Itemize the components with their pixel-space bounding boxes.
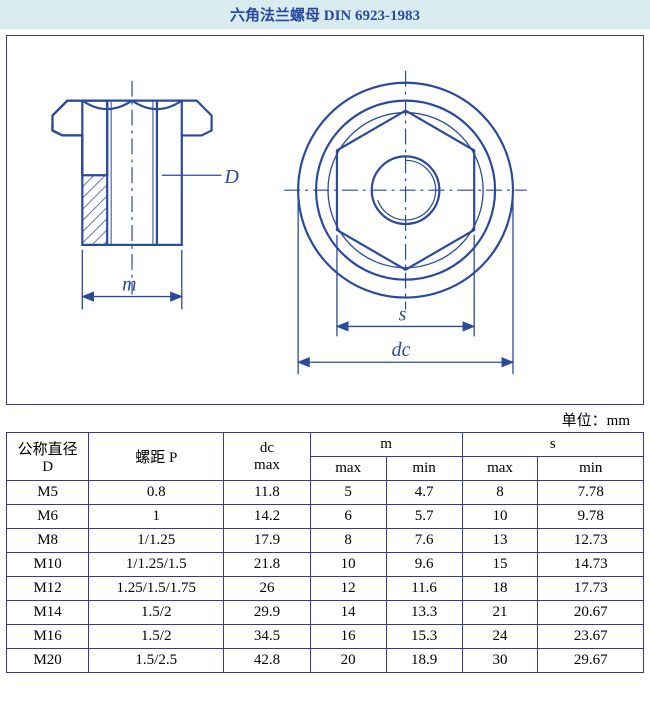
col-s-max: max — [462, 457, 538, 481]
cell-s_min: 17.73 — [538, 577, 644, 601]
cell-dc: 42.8 — [224, 649, 310, 673]
svg-text:m: m — [122, 274, 136, 296]
cell-dc: 17.9 — [224, 529, 310, 553]
cell-m_min: 15.3 — [386, 625, 462, 649]
cell-P: 1.25/1.5/1.75 — [89, 577, 224, 601]
cell-s_max: 30 — [462, 649, 538, 673]
spec-table: 公称直径 D 螺距 P dc max m s max min max min M… — [6, 432, 644, 673]
col-D: 公称直径 D — [7, 433, 89, 481]
table-row: M201.5/2.542.82018.93029.67 — [7, 649, 644, 673]
cell-m_max: 14 — [310, 601, 386, 625]
svg-text:s: s — [399, 303, 407, 325]
cell-s_max: 15 — [462, 553, 538, 577]
cell-P: 1/1.25/1.5 — [89, 553, 224, 577]
col-s: s — [462, 433, 643, 457]
page-title: 六角法兰螺母 DIN 6923-1983 — [0, 0, 650, 29]
diagram-svg: D m — [7, 36, 643, 404]
cell-m_min: 18.9 — [386, 649, 462, 673]
cell-m_max: 10 — [310, 553, 386, 577]
cell-s_max: 18 — [462, 577, 538, 601]
cell-D: M16 — [7, 625, 89, 649]
table-body: M50.811.854.787.78M6114.265.7109.78M81/1… — [7, 481, 644, 673]
cell-dc: 11.8 — [224, 481, 310, 505]
table-row: M161.5/234.51615.32423.67 — [7, 625, 644, 649]
table-row: M81/1.2517.987.61312.73 — [7, 529, 644, 553]
cell-D: M10 — [7, 553, 89, 577]
cell-m_min: 9.6 — [386, 553, 462, 577]
cell-s_min: 14.73 — [538, 553, 644, 577]
cell-m_min: 4.7 — [386, 481, 462, 505]
side-view: D — [52, 81, 239, 295]
cell-m_min: 11.6 — [386, 577, 462, 601]
cell-dc: 26 — [224, 577, 310, 601]
table-header: 公称直径 D 螺距 P dc max m s max min max min — [7, 433, 644, 481]
cell-m_max: 16 — [310, 625, 386, 649]
cell-P: 0.8 — [89, 481, 224, 505]
cell-D: M20 — [7, 649, 89, 673]
cell-s_min: 23.67 — [538, 625, 644, 649]
cell-s_max: 13 — [462, 529, 538, 553]
table-row: M141.5/229.91413.32120.67 — [7, 601, 644, 625]
table-row: M121.25/1.5/1.75261211.61817.73 — [7, 577, 644, 601]
cell-s_min: 29.67 — [538, 649, 644, 673]
cell-P: 1.5/2 — [89, 601, 224, 625]
cell-m_max: 5 — [310, 481, 386, 505]
cell-m_min: 13.3 — [386, 601, 462, 625]
cell-s_max: 21 — [462, 601, 538, 625]
cell-m_max: 8 — [310, 529, 386, 553]
col-dc: dc max — [224, 433, 310, 481]
cell-P: 1/1.25 — [89, 529, 224, 553]
top-view — [284, 71, 527, 310]
cell-s_min: 12.73 — [538, 529, 644, 553]
cell-P: 1.5/2 — [89, 625, 224, 649]
cell-dc: 14.2 — [224, 505, 310, 529]
cell-D: M6 — [7, 505, 89, 529]
cell-m_max: 12 — [310, 577, 386, 601]
table-row: M101/1.25/1.521.8109.61514.73 — [7, 553, 644, 577]
cell-s_min: 20.67 — [538, 601, 644, 625]
cell-P: 1.5/2.5 — [89, 649, 224, 673]
unit-label: 单位：mm — [0, 409, 650, 430]
cell-dc: 21.8 — [224, 553, 310, 577]
cell-s_max: 10 — [462, 505, 538, 529]
cell-m_max: 6 — [310, 505, 386, 529]
col-m-min: min — [386, 457, 462, 481]
svg-text:dc: dc — [392, 339, 411, 361]
cell-m_max: 20 — [310, 649, 386, 673]
col-P: 螺距 P — [89, 433, 224, 481]
table-row: M6114.265.7109.78 — [7, 505, 644, 529]
cell-s_max: 8 — [462, 481, 538, 505]
cell-s_max: 24 — [462, 625, 538, 649]
cell-dc: 34.5 — [224, 625, 310, 649]
cell-D: M12 — [7, 577, 89, 601]
technical-diagram: D m — [6, 35, 644, 405]
cell-dc: 29.9 — [224, 601, 310, 625]
cell-P: 1 — [89, 505, 224, 529]
col-s-min: min — [538, 457, 644, 481]
cell-s_min: 7.78 — [538, 481, 644, 505]
cell-s_min: 9.78 — [538, 505, 644, 529]
cell-D: M14 — [7, 601, 89, 625]
cell-D: M8 — [7, 529, 89, 553]
col-m-max: max — [310, 457, 386, 481]
cell-D: M5 — [7, 481, 89, 505]
svg-text:D: D — [224, 166, 240, 188]
cell-m_min: 5.7 — [386, 505, 462, 529]
table-row: M50.811.854.787.78 — [7, 481, 644, 505]
col-m: m — [310, 433, 462, 457]
cell-m_min: 7.6 — [386, 529, 462, 553]
